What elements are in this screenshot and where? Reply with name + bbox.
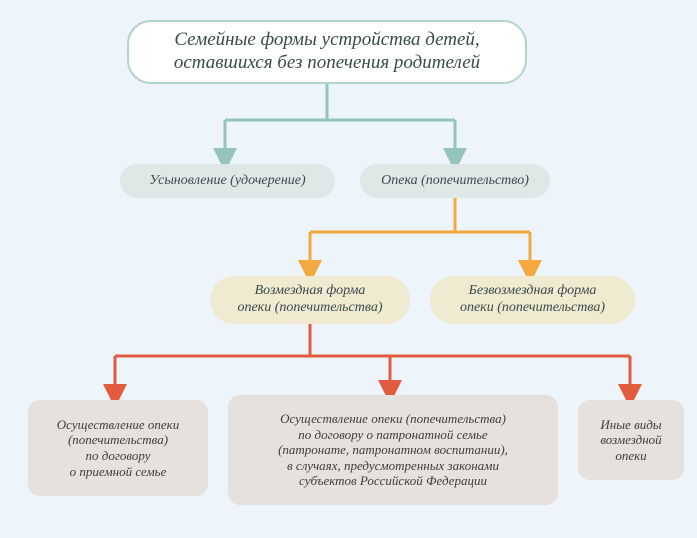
node-adoption-label: Усыновление (удочерение) — [149, 173, 305, 190]
node-root-label: Семейные формы устройства детей,оставших… — [174, 29, 480, 75]
node-other: Иные видывозмезднойопеки — [578, 400, 684, 480]
node-patronage-label: Осуществление опеки (попечительства)по д… — [278, 411, 508, 489]
node-free: Безвозмездная формаопеки (попечительства… — [430, 276, 635, 324]
node-guardianship-label: Опека (попечительство) — [381, 173, 529, 190]
node-foster: Осуществление опеки(попечительства)по до… — [28, 400, 208, 496]
node-patronage: Осуществление опеки (попечительства)по д… — [228, 395, 558, 505]
node-free-label: Безвозмездная формаопеки (попечительства… — [460, 283, 605, 317]
node-foster-label: Осуществление опеки(попечительства)по до… — [57, 417, 179, 479]
node-adoption: Усыновление (удочерение) — [120, 164, 335, 198]
node-guardianship: Опека (попечительство) — [360, 164, 550, 198]
node-paid-label: Возмездная формаопеки (попечительства) — [237, 283, 382, 317]
node-root: Семейные формы устройства детей,оставших… — [127, 20, 527, 84]
node-paid: Возмездная формаопеки (попечительства) — [210, 276, 410, 324]
node-other-label: Иные видывозмезднойопеки — [600, 417, 661, 464]
